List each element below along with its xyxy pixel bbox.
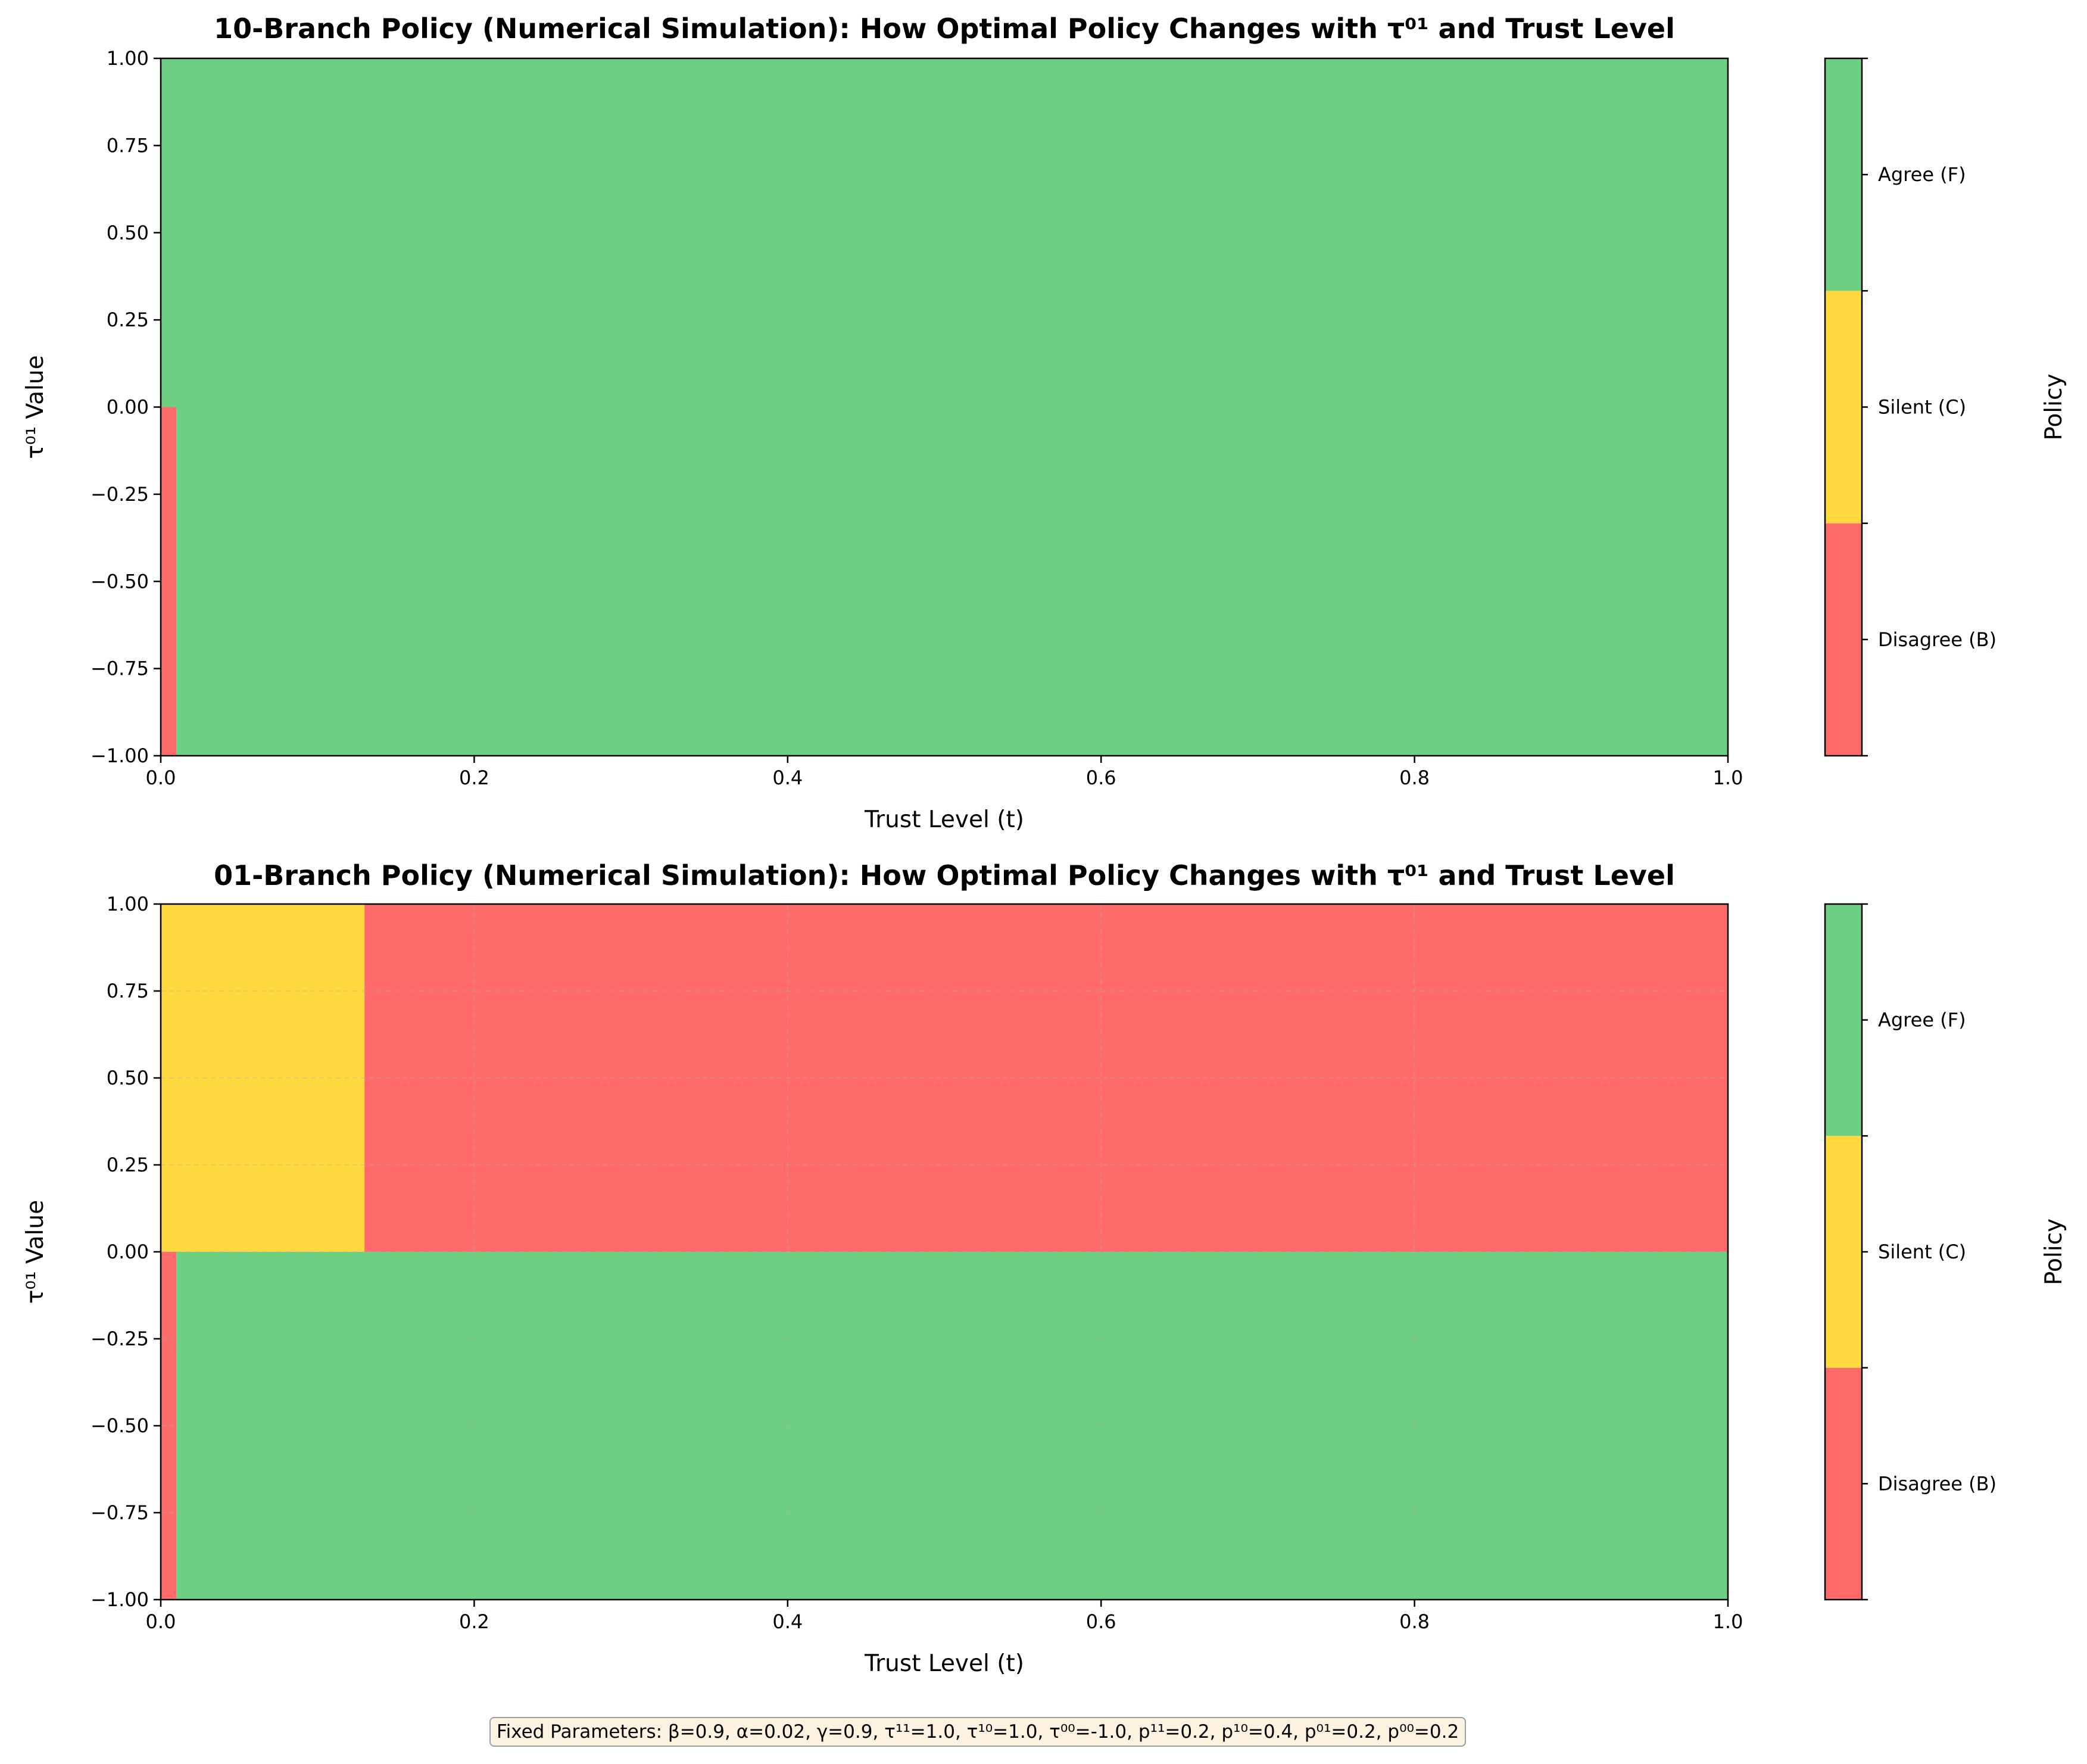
y-tick-label: −0.75 <box>91 1501 149 1524</box>
colorbar-segment <box>1825 904 1862 1136</box>
y-tick-label: −0.75 <box>91 657 149 680</box>
x-tick-label: 0.0 <box>146 766 176 789</box>
x-tick-label: 0.2 <box>459 766 489 789</box>
policy-region-1 <box>161 58 1728 407</box>
x-axis-label: Trust Level (t) <box>864 806 1024 833</box>
policy-region-2 <box>364 904 1729 1252</box>
y-tick-label: −0.50 <box>91 1414 149 1437</box>
y-tick-label: 0.00 <box>107 396 149 419</box>
y-tick-label: 0.50 <box>107 222 149 244</box>
x-tick-label: 0.6 <box>1086 1610 1116 1633</box>
x-axis-label: Trust Level (t) <box>864 1650 1024 1677</box>
colorbar-tick-label: Disagree (B) <box>1878 628 1996 651</box>
x-tick-label: 0.8 <box>1399 766 1430 789</box>
colorbar-tick-label: Agree (F) <box>1878 163 1966 186</box>
y-tick-label: 0.50 <box>107 1067 149 1089</box>
colorbar-segment <box>1825 1136 1862 1368</box>
colorbar-label: Policy <box>2041 373 2067 440</box>
x-tick-label: 0.6 <box>1086 766 1116 789</box>
x-tick-label: 0.4 <box>772 1610 803 1633</box>
colorbar-tick-label: Agree (F) <box>1878 1009 1966 1031</box>
y-tick-label: 0.75 <box>107 980 149 1002</box>
x-tick-label: 0.0 <box>146 1610 176 1633</box>
policy-region-3 <box>161 1252 177 1600</box>
y-tick-label: 1.00 <box>107 893 149 915</box>
policy-region-2 <box>161 407 177 756</box>
y-tick-label: −0.25 <box>91 1327 149 1350</box>
x-tick-label: 0.2 <box>459 1610 489 1633</box>
colorbar-segment <box>1825 1367 1862 1600</box>
x-tick-label: 1.0 <box>1713 1610 1743 1633</box>
colorbar-segment <box>1825 523 1862 756</box>
y-tick-label: −1.00 <box>91 1588 149 1611</box>
y-tick-label: 0.25 <box>107 308 149 331</box>
chart-title: 10-Branch Policy (Numerical Simulation):… <box>214 13 1675 45</box>
policy-region-4 <box>176 1252 1728 1600</box>
parameters-text: Fixed Parameters: β=0.9, α=0.02, γ=0.9, … <box>497 1721 1459 1743</box>
parameters-footer: Fixed Parameters: β=0.9, α=0.02, γ=0.9, … <box>489 1717 1467 1747</box>
policy-region-1 <box>161 904 365 1252</box>
colorbar-tick-label: Disagree (B) <box>1878 1472 1996 1495</box>
y-axis-label: τ⁰¹ Value <box>22 355 49 459</box>
colorbar-label: Policy <box>2041 1218 2067 1285</box>
colorbar-tick-label: Silent (C) <box>1878 1241 1966 1263</box>
y-tick-label: 0.75 <box>107 134 149 157</box>
x-tick-label: 0.8 <box>1399 1610 1430 1633</box>
policy-region-3 <box>176 407 1728 756</box>
y-tick-label: −1.00 <box>91 744 149 767</box>
y-tick-label: 0.00 <box>107 1241 149 1263</box>
y-tick-label: −0.25 <box>91 483 149 506</box>
subplot-1: 0.0 0.2 0.4 0.6 0.8 1.0 1.00 0.75 0.50 0.25 0.00 −0… <box>22 13 2067 833</box>
colorbar-tick-label: Silent (C) <box>1878 396 1966 419</box>
y-axis-label: τ⁰¹ Value <box>22 1200 49 1304</box>
colorbar-segment <box>1825 291 1862 523</box>
subplot-2: 0.0 0.2 0.4 0.6 0.8 1.0 1.00 0.75 0.50 0.25 0.00 −0… <box>22 859 2067 1677</box>
y-tick-label: 1.00 <box>107 47 149 70</box>
x-tick-label: 1.0 <box>1713 766 1743 789</box>
colorbar-segment <box>1825 58 1862 291</box>
chart-title: 01-Branch Policy (Numerical Simulation):… <box>214 859 1675 892</box>
y-tick-label: 0.25 <box>107 1154 149 1176</box>
x-tick-label: 0.4 <box>772 766 803 789</box>
y-tick-label: −0.50 <box>91 570 149 593</box>
